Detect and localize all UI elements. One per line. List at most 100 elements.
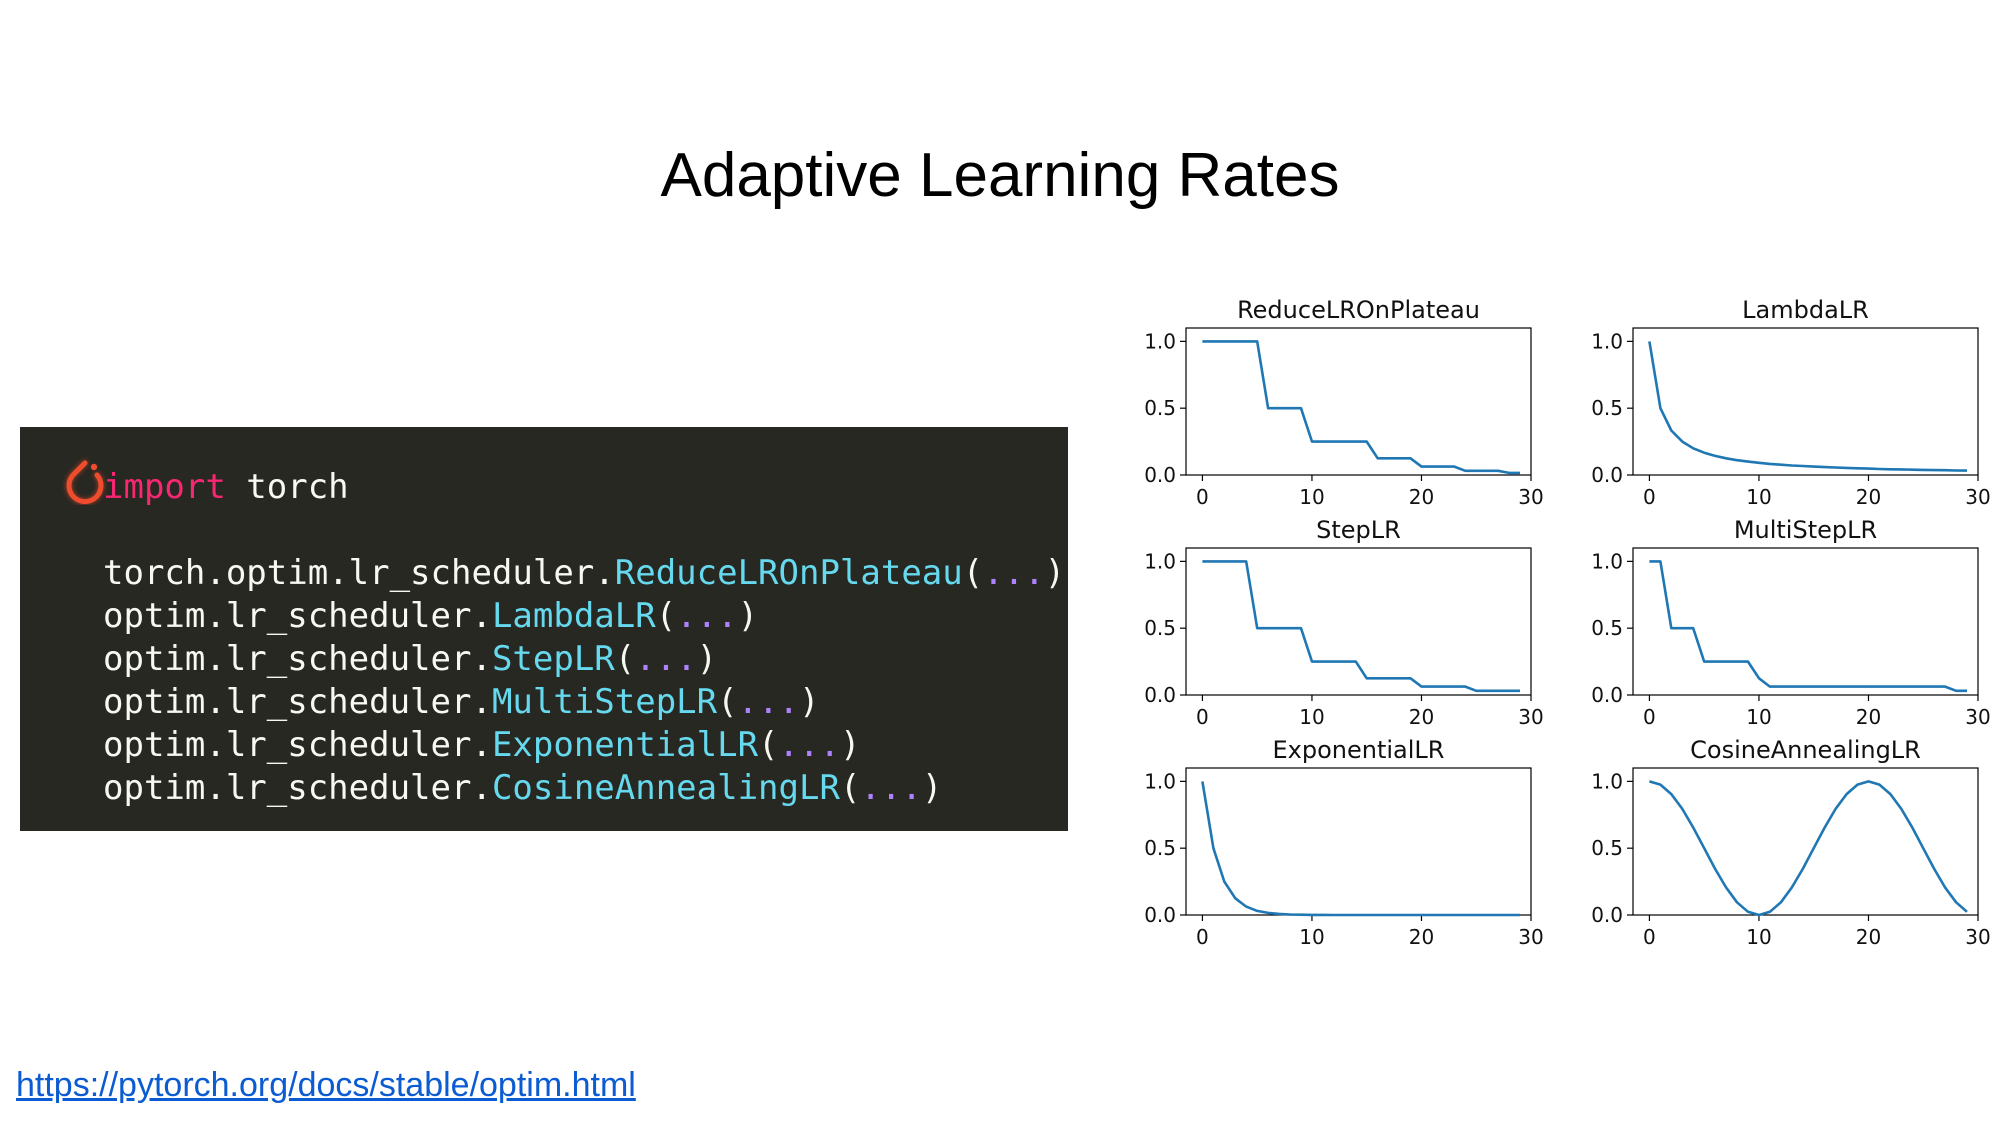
x-tick-label: 30 [1518,705,1543,729]
code-line-steplr: optim.lr_scheduler.StepLR(...) [103,639,717,679]
code-ellipsis: ... [778,725,840,765]
code-function: ReduceLROnPlateau [614,553,963,593]
x-tick-label: 10 [1299,485,1324,509]
code-function: CosineAnnealingLR [491,768,840,808]
code-prefix: optim.lr_scheduler. [103,682,492,722]
series-line [1649,560,1967,693]
code-paren-open: ( [962,553,984,593]
chart-title: MultiStepLR [1734,516,1877,544]
series-line [1202,340,1520,475]
code-ellipsis: ... [676,596,738,636]
x-tick-label: 0 [1196,485,1209,509]
code-paren-close: ) [921,768,943,808]
y-tick-label: 0.0 [1591,903,1623,927]
code-panel: import torch torch.optim.lr_scheduler.Re… [20,427,1068,831]
chart-title: CosineAnnealingLR [1690,736,1921,764]
code-line-exponentiallr: optim.lr_scheduler.ExponentialLR(...) [103,725,860,765]
series-line [1649,780,1968,917]
code-paren-close: ) [799,682,820,722]
chart-title: StepLR [1316,516,1401,544]
slide-title: Adaptive Learning Rates [660,141,1340,210]
code-prefix: optim.lr_scheduler. [103,725,492,765]
x-tick-label: 20 [1856,485,1881,509]
y-tick-label: 1.0 [1591,549,1623,573]
x-tick-label: 20 [1856,925,1881,949]
chart-title: ExponentialLR [1273,736,1445,764]
x-tick-label: 10 [1746,705,1771,729]
y-tick-label: 0.5 [1144,396,1176,420]
series-line [1201,781,1520,917]
code-ellipsis: ... [737,682,800,722]
chart-multisteplr: MultiStepLR 0.0 0.5 1.0 0 10 20 30 [1591,516,1991,729]
x-tick-label: 10 [1299,925,1324,949]
plot-frame [1185,327,1532,476]
code-prefix: torch.optim.lr_scheduler. [103,553,615,593]
y-tick-label: 0.0 [1591,683,1623,707]
chart-cosineannealinglr: CosineAnnealingLR 0.0 0.5 1.0 0 10 20 30 [1591,736,1991,949]
code-line-multisteplr: optim.lr_scheduler.MultiStepLR(...) [103,682,820,722]
chart-steplr: StepLR 0.0 0.5 1.0 0 10 20 30 [1144,516,1544,729]
y-tick-label: 0.0 [1591,463,1623,487]
code-line-import: import torch [103,467,349,507]
y-tick-label: 1.0 [1144,549,1176,573]
x-tick-label: 20 [1409,705,1434,729]
code-prefix: optim.lr_scheduler. [103,596,492,636]
code-line-lambdalr: optim.lr_scheduler.LambdaLR(...) [103,596,758,636]
x-tick-label: 30 [1518,925,1543,949]
plot-frame [1632,767,1979,916]
chart-title: ReduceLROnPlateau [1237,296,1480,324]
x-tick-label: 30 [1965,925,1990,949]
code-line-cosineannealinglr: optim.lr_scheduler.CosineAnnealingLR(...… [103,768,942,808]
series-line [1648,341,1968,472]
code-paren-open: ( [717,682,738,722]
chart-lambdalr: LambdaLR 0.0 0.5 1.0 0 10 20 30 [1591,296,1991,509]
code-paren-open: ( [758,725,779,765]
code-text: torch [225,467,349,507]
chart-title: LambdaLR [1742,296,1869,324]
x-tick-label: 10 [1299,705,1324,729]
plot-frame [1185,547,1532,696]
code-paren-open: ( [839,768,861,808]
plot-frame [1632,327,1979,476]
x-tick-label: 0 [1196,925,1209,949]
code-paren-close: ) [1044,553,1066,593]
y-tick-label: 1.0 [1144,329,1176,353]
x-tick-label: 0 [1196,705,1209,729]
y-tick-label: 0.0 [1144,463,1176,487]
pytorch-docs-link[interactable]: https://pytorch.org/docs/stable/optim.ht… [16,1066,636,1104]
y-tick-label: 0.5 [1591,396,1623,420]
x-tick-label: 30 [1965,705,1990,729]
code-prefix: optim.lr_scheduler. [103,639,492,679]
y-tick-label: 1.0 [1144,769,1176,793]
series-line [1202,560,1520,693]
code-paren-open: ( [614,639,636,679]
code-paren-close: ) [737,596,759,636]
code-function: LambdaLR [491,596,656,636]
y-tick-label: 0.5 [1144,616,1176,640]
x-tick-label: 0 [1643,485,1656,509]
y-tick-label: 1.0 [1591,329,1623,353]
code-line-reducelronplateau: torch.optim.lr_scheduler.ReduceLROnPlate… [103,553,1065,593]
x-tick-label: 20 [1409,925,1434,949]
pytorch-logo-icon [66,460,104,505]
code-function: ExponentialLR [491,725,759,765]
x-tick-label: 20 [1409,485,1434,509]
code-paren-close: ) [839,725,861,765]
code-ellipsis: ... [635,639,697,679]
code-prefix: optim.lr_scheduler. [103,768,492,808]
code-ellipsis: ... [860,768,922,808]
x-tick-label: 10 [1746,485,1771,509]
x-tick-label: 0 [1643,925,1656,949]
scheduler-charts-grid: ReduceLROnPlateau 0.0 0.5 1.0 0 10 20 30 LambdaL… [1100,280,1991,980]
x-tick-label: 30 [1965,485,1990,509]
plot-frame [1632,547,1979,696]
y-tick-label: 0.5 [1591,616,1623,640]
code-paren-close: ) [696,639,718,679]
code-function: StepLR [491,639,615,679]
y-tick-label: 0.0 [1144,683,1176,707]
chart-reducelronplateau: ReduceLROnPlateau 0.0 0.5 1.0 0 10 20 30 [1144,296,1544,509]
x-tick-label: 20 [1856,705,1881,729]
x-tick-label: 10 [1746,925,1771,949]
x-tick-label: 0 [1643,705,1656,729]
